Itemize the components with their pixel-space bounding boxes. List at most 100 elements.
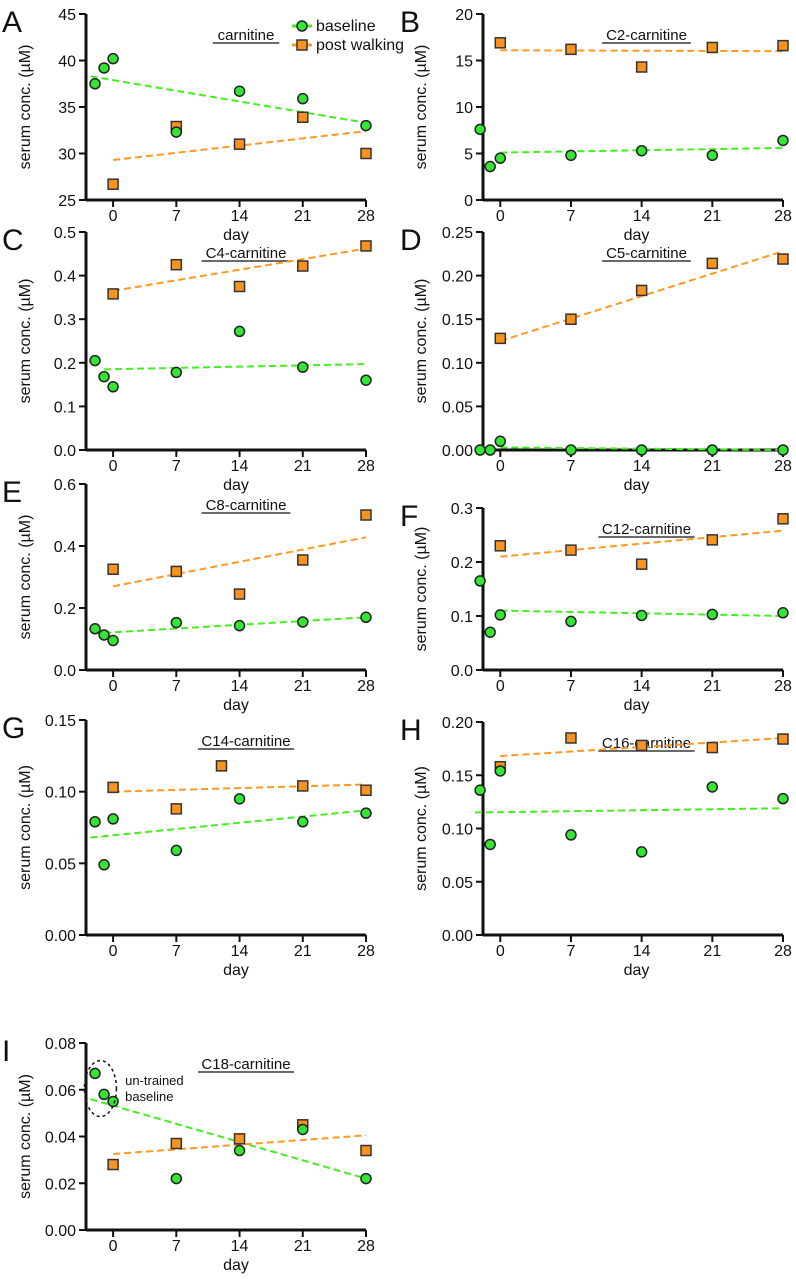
y-tick-label: 0.4 [54,269,76,286]
baseline-point [360,374,372,386]
baseline-point [777,792,789,805]
post-walking-point [233,1133,246,1145]
baseline-point [635,846,648,858]
baseline-point [494,435,507,448]
y-tick-label: 0.3 [451,501,473,518]
y-axis-label: serum conc. (µM) [17,45,34,170]
post-walking-point [635,558,648,570]
post-walking-point [494,332,507,345]
panel-letter: I [2,1035,10,1068]
panel-i: I 0.00 0.02 0.04 0.06 0.08 0 7 14 21 28 day serum co… [2,1035,375,1274]
y-tick-label: 0.4 [54,539,76,556]
baseline-point [777,607,789,619]
baseline-point [233,325,246,338]
baseline-trend-line [90,809,367,839]
x-tick-label: 7 [567,943,576,960]
y-tick-label: 0.2 [451,555,473,572]
x-tick-label: 7 [172,1238,181,1255]
panel-letter: H [400,714,422,747]
baseline-point [107,1095,119,1108]
baseline-point [297,816,309,828]
baseline-trend-line [500,609,784,617]
x-tick-label: 21 [703,208,721,225]
x-tick-label: 0 [496,458,505,475]
y-tick-label: 0.00 [45,1223,76,1240]
baseline-point [494,765,507,777]
post-walking-point [360,240,372,252]
baseline-point [89,354,101,367]
post-walking-point [107,781,119,794]
panel-d: D 0.00 0.05 0.10 0.15 0.20 0.25 0 7 14 21 28 day seru… [400,224,792,494]
x-axis-label: day [624,477,650,494]
y-tick-label: 0.10 [442,822,473,839]
x-tick-label: 28 [357,458,375,475]
post-trend-line [112,247,367,292]
panel-title: C5-carnitine [606,245,687,262]
baseline-point [360,611,372,624]
baseline-point [777,134,789,147]
baseline-point [474,575,486,587]
post-walking-point [635,61,648,73]
y-tick-label: 0.5 [54,225,76,242]
post-walking-point [777,39,789,52]
baseline-point [635,444,648,456]
x-tick-label: 7 [172,208,181,225]
post-trend-line [113,1134,367,1156]
panel-h: H 0.00 0.05 0.10 0.15 0.20 0 7 14 21 28 day serum co… [400,714,792,979]
y-tick-label: 0.20 [442,269,473,286]
baseline-trend-line [90,75,367,124]
y-axis-label: serum conc. (µM) [17,765,34,890]
baseline-point [89,78,101,90]
panel-title: carnitine [218,27,275,44]
baseline-point [484,626,496,638]
panel-title: C2-carnitine [606,27,687,44]
x-tick-label: 7 [172,943,181,960]
y-tick-label: 0.2 [54,601,76,618]
panel-e: E 0.0 0.2 0.4 0.6 0 7 14 21 28 day serum conc. (µM)… [2,476,375,714]
panel-b: B 0 5 10 15 20 0 7 14 21 28 day serum conc. (µM) C2-c… [400,6,792,244]
legend-post-label: post walking [316,37,404,54]
legend: baseline post walking [292,18,404,54]
post-walking-point [360,147,372,160]
baseline-point [233,793,246,805]
x-tick-label: 28 [357,943,375,960]
post-walking-point [297,780,309,792]
baseline-point [297,1123,309,1136]
baseline-point [170,844,183,857]
post-walking-point [565,544,577,556]
post-walking-point [494,540,507,552]
baseline-point [474,444,486,456]
post-walking-point [635,739,648,752]
y-tick-label: 0.00 [442,443,473,460]
y-tick-label: 0.15 [442,312,473,329]
post-walking-point [170,803,183,815]
x-tick-label: 7 [172,678,181,695]
y-tick-label: 20 [455,7,473,24]
x-tick-label: 28 [357,1238,375,1255]
baseline-point [360,1172,372,1185]
baseline-point [484,444,496,456]
annotation-ellipse [83,1059,118,1118]
annotation-text: un-trained [125,1073,184,1088]
post-trend-line [500,736,784,758]
y-tick-label: 0.05 [442,399,473,416]
post-walking-point [297,554,309,566]
x-tick-label: 21 [294,458,312,475]
y-tick-label: 0.10 [45,785,76,802]
x-tick-label: 7 [172,458,181,475]
y-tick-label: 0.10 [442,356,473,373]
y-tick-label: 40 [58,54,76,71]
x-tick-label: 0 [109,458,118,475]
baseline-point [565,149,577,162]
post-walking-point [706,741,719,754]
x-axis-label: day [624,697,650,714]
baseline-point [233,1144,246,1157]
x-tick-label: 14 [633,208,651,225]
x-tick-label: 28 [357,208,375,225]
panel-title: C4-carnitine [206,245,287,262]
y-tick-label: 35 [58,100,76,117]
y-tick-label: 0.00 [45,928,76,945]
baseline-point [706,444,719,456]
post-walking-point [360,509,372,521]
baseline-point [233,85,246,97]
